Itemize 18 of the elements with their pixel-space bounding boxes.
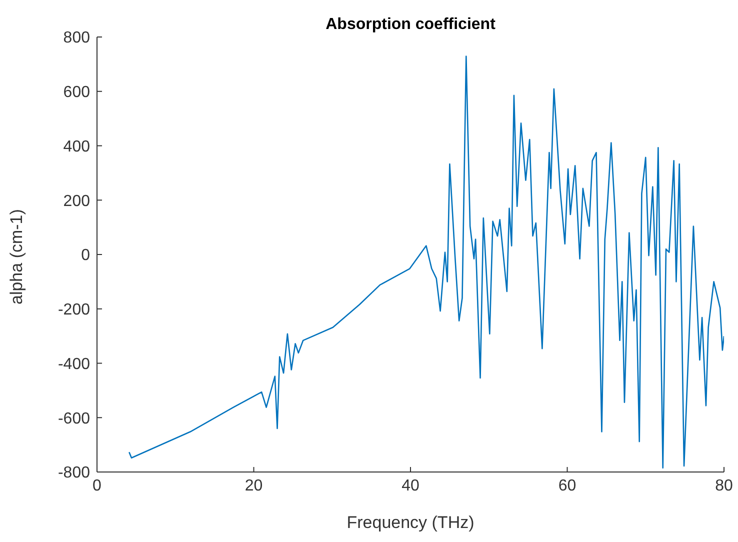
- x-tick-label: 20: [244, 477, 263, 494]
- x-tick-label: 40: [402, 477, 420, 494]
- y-tick-label: -400: [58, 356, 90, 373]
- y-tick-label: -600: [58, 410, 90, 428]
- x-tick-label: 60: [558, 477, 576, 494]
- x-tick-label: 0: [92, 477, 102, 494]
- y-tick-label: 600: [63, 84, 90, 102]
- y-tick-label: 200: [63, 192, 90, 210]
- x-axis-title: Frequency (THz): [346, 513, 474, 532]
- y-tick-label: -800: [58, 464, 90, 482]
- y-tick-label: 0: [81, 247, 90, 264]
- y-axis-title: alpha (cm-1): [7, 209, 26, 304]
- y-tick-label: 400: [63, 138, 90, 156]
- chart-title: Absorption coefficient: [324, 16, 496, 34]
- line-series: [128, 56, 724, 469]
- x-tick-label: 80: [715, 477, 733, 494]
- y-tick-label: 800: [63, 30, 90, 47]
- y-tick-label: -200: [58, 302, 90, 319]
